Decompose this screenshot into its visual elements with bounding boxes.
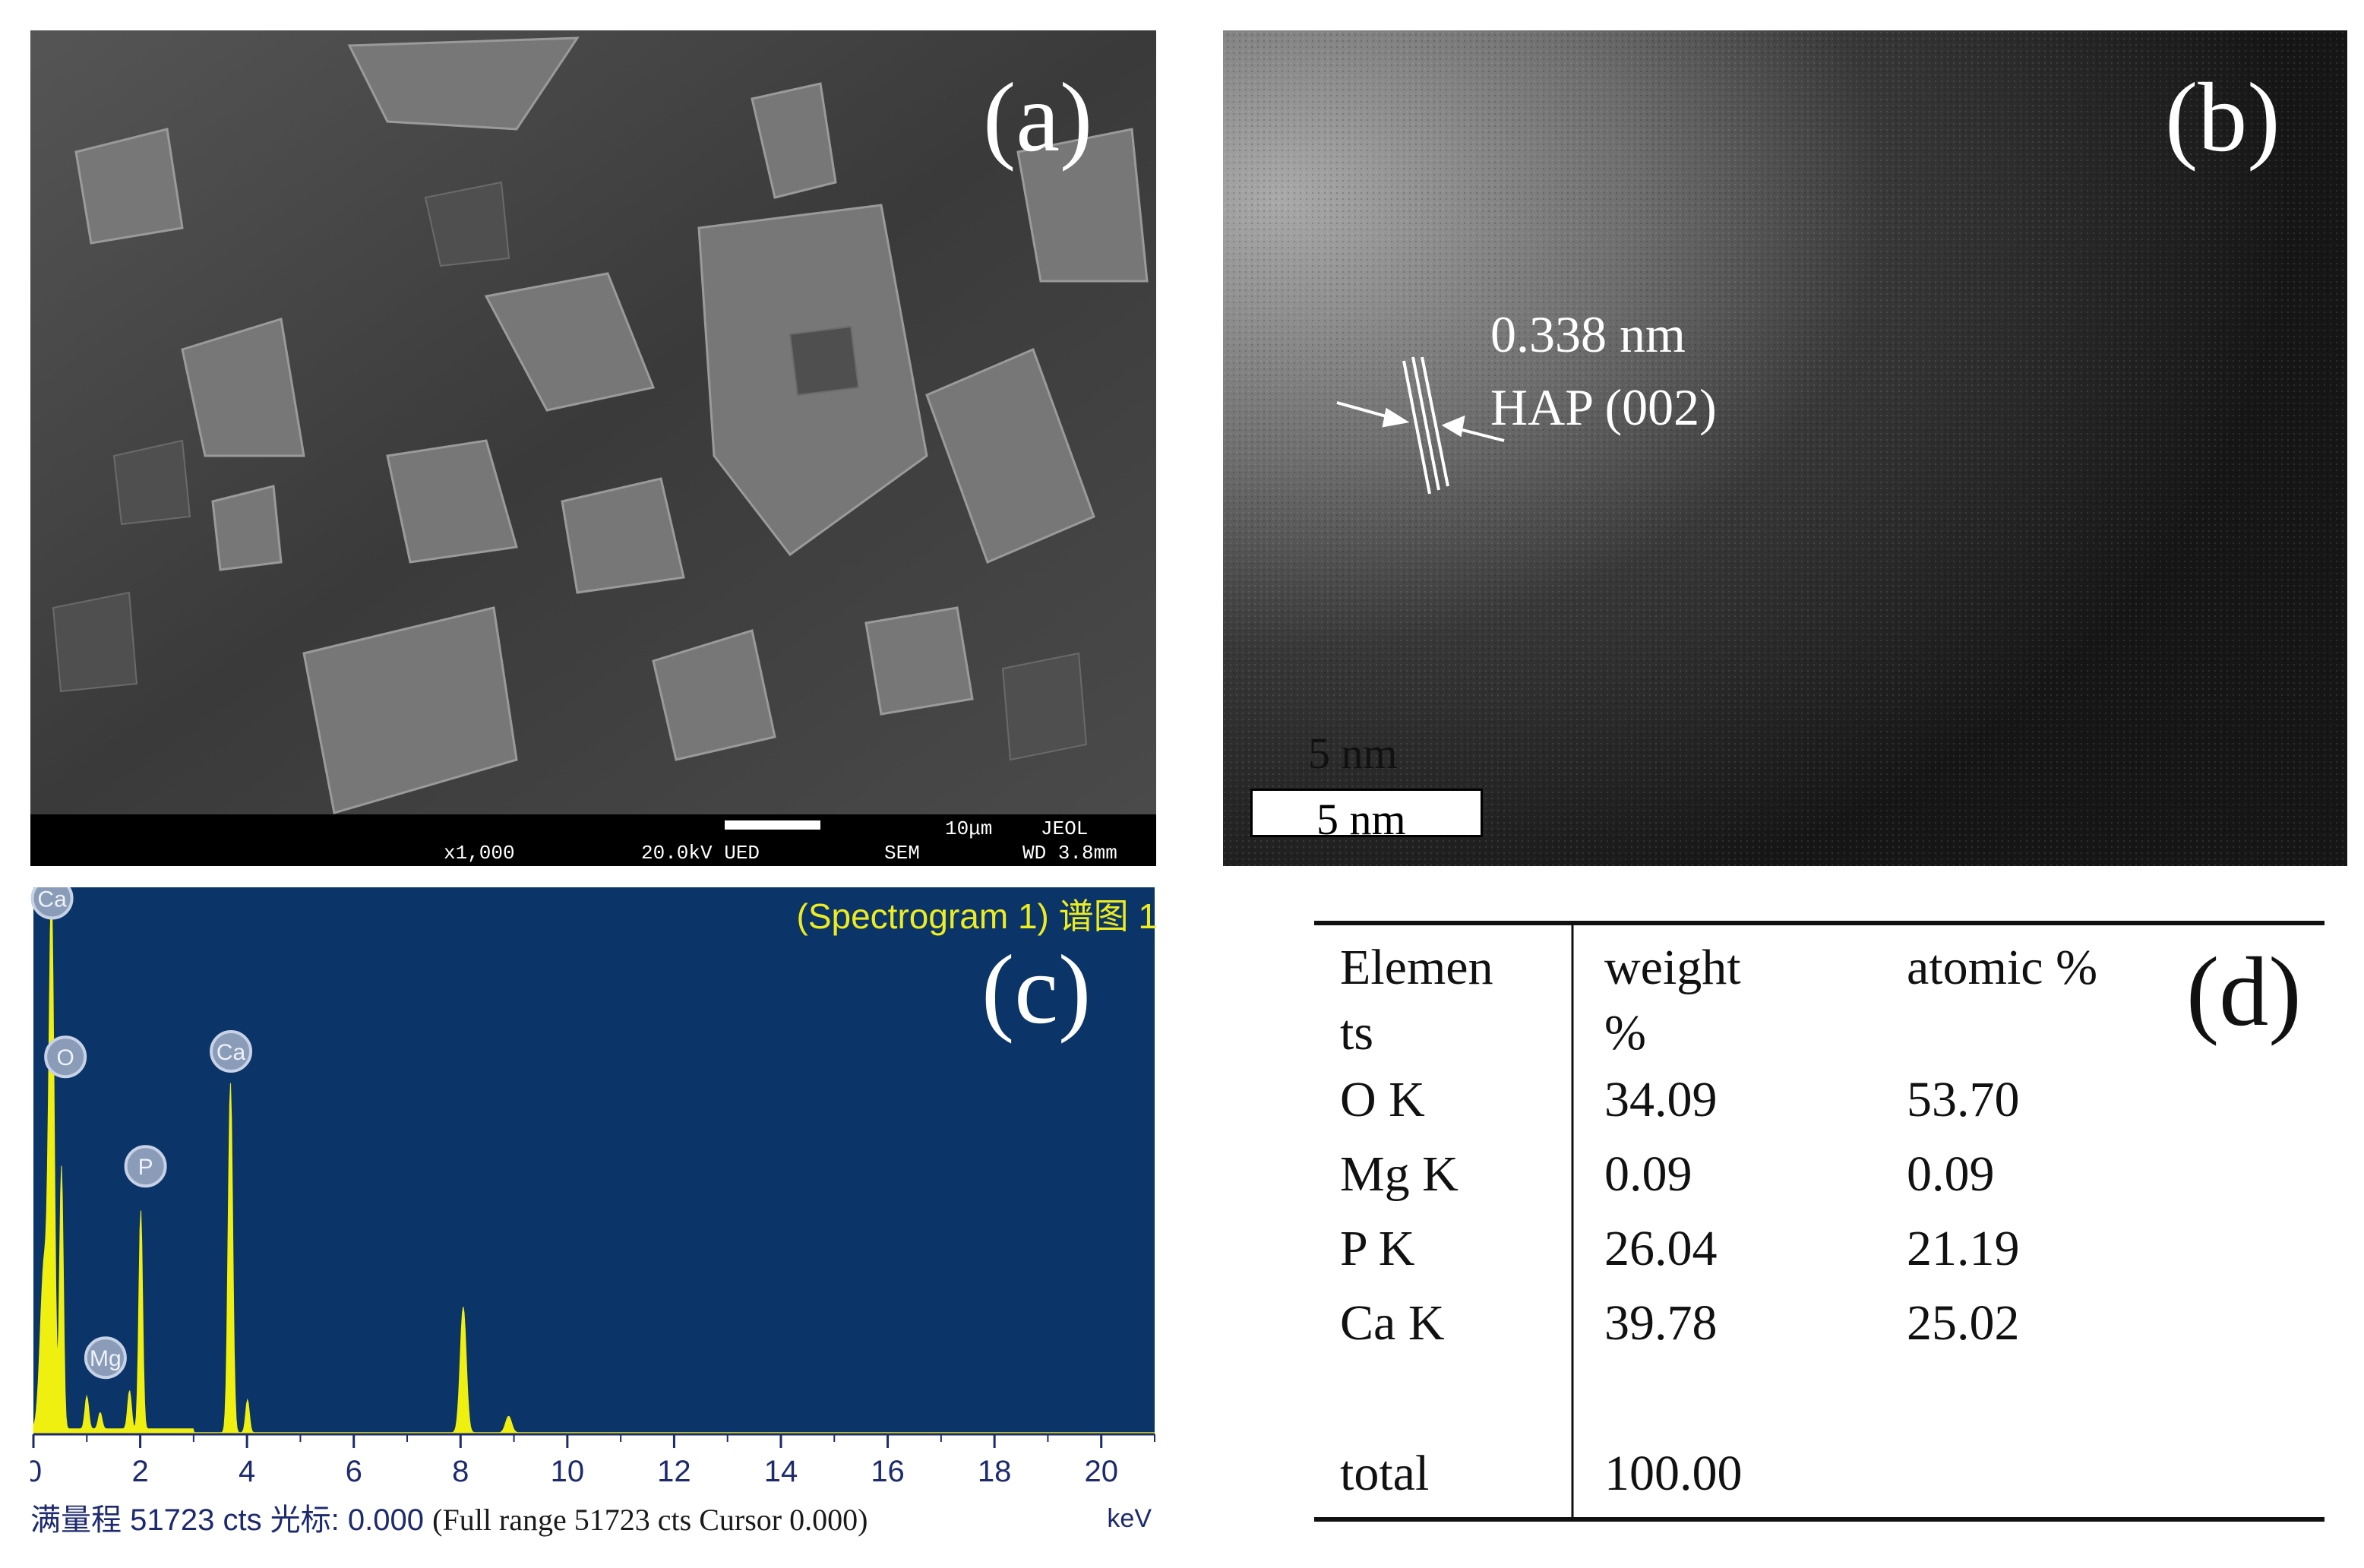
eds-x-unit: keV <box>1107 1504 1152 1533</box>
table-cell: Mg K <box>1340 1146 1459 1202</box>
eds-x-tick-label: 0 <box>30 1455 42 1488</box>
tem-scale-label: 5 nm <box>1316 795 1406 844</box>
panel-label-a: (a) <box>983 63 1093 172</box>
eds-peak-label: Mg <box>90 1346 122 1371</box>
table-header-cell: Elemen <box>1340 940 1493 995</box>
table-cell: 21.19 <box>1907 1221 2020 1276</box>
eds-x-tick-label: 4 <box>239 1455 255 1488</box>
panel-label-d: (d) <box>2186 937 2302 1047</box>
composition-table: Elemen ts weight% atomic % O K 34.09 53.70 Mg K… <box>1314 915 2332 1531</box>
sem-scale-label: 10μm <box>945 817 993 840</box>
eds-peak-badge <box>84 1336 127 1380</box>
eds-footer-cn: 满量程 51723 cts 光标: 0.000 <box>30 1503 425 1537</box>
tem-scale-label-shadow: 5 nm <box>1308 729 1398 778</box>
eds-x-tick-label: 14 <box>764 1455 798 1488</box>
eds-x-tick-label: 20 <box>1084 1455 1118 1488</box>
table-header-cell: ts <box>1340 1005 1374 1061</box>
eds-peak-label: O <box>56 1045 74 1070</box>
sem-info-bar <box>30 814 1156 866</box>
table-cell: P K <box>1340 1221 1415 1276</box>
table-header-cell: atomic % <box>1907 940 2098 995</box>
eds-peak-label: Ca <box>37 887 67 912</box>
sem-brand: JEOL <box>1041 817 1089 840</box>
table-total-cell: total <box>1340 1446 1430 1501</box>
eds-footer: 满量程 51723 cts 光标: 0.000 (Full range 5172… <box>30 1495 868 1539</box>
sem-micrograph <box>30 30 1156 814</box>
sem-working-distance: WD 3.8mm <box>1022 842 1117 865</box>
table-cell: 25.02 <box>1907 1295 2020 1351</box>
eds-x-tick-label: 16 <box>871 1455 905 1488</box>
eds-peak-badge <box>30 887 74 920</box>
panel-label-c: (c) <box>981 935 1092 1045</box>
eds-peak-badge <box>210 1030 253 1073</box>
table-cell: 0.09 <box>1604 1146 1692 1202</box>
sem-image-panel: x1,000 20.0kV UED SEM 10μm JEOL WD 3.8mm… <box>30 30 1156 866</box>
eds-plot-area <box>33 887 1155 1434</box>
lattice-plane: HAP (002) <box>1490 378 1717 436</box>
sem-scale-bar <box>725 820 820 830</box>
tem-image-panel: 0.338 nm HAP (002) 5 nm 5 nm (b) <box>1223 30 2347 866</box>
lattice-spacing: 0.338 nm <box>1490 305 1686 363</box>
sem-magnification: x1,000 <box>444 842 515 865</box>
sem-voltage: 20.0kV UED <box>641 842 760 865</box>
eds-chart: 0 2 4 6 8 10 12 14 16 18 20 Ca O P Ca Mg <box>30 887 1155 1488</box>
eds-x-tick-label: 8 <box>452 1455 469 1488</box>
table-cell: O K <box>1340 1072 1425 1127</box>
panel-label-b: (b) <box>2165 63 2280 172</box>
lattice-annotation: 0.338 nm HAP (002) <box>1490 298 1717 444</box>
table-cell: 26.04 <box>1604 1221 1718 1276</box>
tem-micrograph <box>1223 30 2347 866</box>
table-header-cell: % <box>1604 1005 1646 1061</box>
table-cell: 53.70 <box>1907 1072 2020 1127</box>
eds-footer-en: (Full range 51723 cts Cursor 0.000) <box>432 1503 868 1537</box>
eds-peak-label: P <box>138 1155 153 1180</box>
table-cell: 34.09 <box>1604 1072 1718 1127</box>
tem-scale-bar: 5 nm <box>1250 789 1483 844</box>
table-rules <box>1314 921 2324 1522</box>
table-cell: Ca K <box>1340 1295 1445 1351</box>
eds-x-tick-label: 10 <box>551 1455 585 1488</box>
eds-peak-badge <box>44 1035 87 1079</box>
eds-peak-label: Ca <box>216 1040 246 1065</box>
sem-mode: SEM <box>884 842 920 865</box>
eds-peak-badge <box>124 1145 167 1188</box>
eds-chart-title: (Spectrogram 1) 谱图 1 <box>796 896 1158 936</box>
table-total-cell: 100.00 <box>1604 1446 1743 1501</box>
eds-x-tick-label: 2 <box>131 1455 148 1488</box>
eds-spectrum-panel: 0 2 4 6 8 10 12 14 16 18 20 Ca O P Ca Mg (Spectrogram 1… <box>30 887 1158 1544</box>
table-cell: 0.09 <box>1907 1146 1995 1202</box>
eds-x-tick-label: 6 <box>346 1455 362 1488</box>
table-cell: 39.78 <box>1604 1295 1718 1351</box>
eds-x-tick-label: 18 <box>978 1455 1012 1488</box>
table-header-cell: weight <box>1604 940 1741 995</box>
eds-spectrum-series <box>33 892 1155 1435</box>
eds-x-tick-label: 12 <box>657 1455 691 1488</box>
